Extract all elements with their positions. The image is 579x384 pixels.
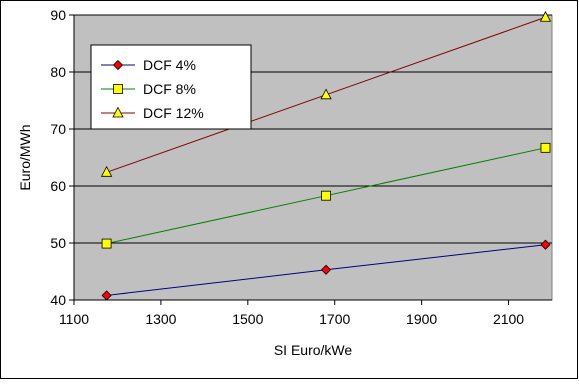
y-axis-title: Euro/MWh	[17, 124, 33, 190]
legend-item: DCF 12%	[101, 105, 204, 121]
legend: DCF 4% DCF 8% DCF 12%	[90, 44, 252, 130]
y-tick-label: 40	[50, 292, 66, 308]
x-tick-label: 1700	[319, 311, 350, 327]
x-tick-label: 1300	[145, 311, 176, 327]
legend-item: DCF 8%	[101, 81, 196, 97]
x-axis-title: SI Euro/kWe	[274, 342, 353, 358]
diamond-marker	[540, 239, 551, 250]
y-tick-label: 70	[50, 121, 66, 137]
triangle-marker	[100, 165, 113, 177]
legend-item: DCF 4%	[101, 57, 196, 73]
triangle-marker	[112, 106, 124, 118]
axes: 40 50 60 70 80 90 1100 1300 1500 1700 1900 2100	[50, 7, 552, 327]
legend-label: DCF 12%	[143, 105, 204, 121]
x-tick-label: 1500	[232, 311, 263, 327]
square-marker	[540, 142, 551, 153]
diamond-marker	[101, 290, 112, 301]
square-marker	[113, 84, 123, 94]
legend-label: DCF 8%	[143, 81, 196, 97]
diamond-marker	[112, 59, 124, 71]
series-group	[100, 10, 552, 301]
y-tick-label: 80	[50, 64, 66, 80]
x-tick-label: 1900	[406, 311, 437, 327]
series-dcf-4	[101, 239, 551, 301]
square-marker	[321, 190, 331, 201]
series-dcf-12	[100, 10, 552, 177]
triangle-marker	[539, 10, 552, 22]
y-tick-label: 50	[50, 235, 66, 251]
triangle-marker	[320, 88, 332, 100]
y-tick-label: 90	[50, 7, 66, 23]
square-marker	[101, 238, 112, 249]
x-tick-label: 2100	[493, 311, 524, 327]
series-dcf-8	[101, 142, 551, 249]
legend-label: DCF 4%	[143, 57, 196, 73]
y-tick-label: 60	[50, 178, 66, 194]
x-tick-label: 1100	[59, 311, 89, 327]
diamond-marker	[320, 264, 332, 275]
